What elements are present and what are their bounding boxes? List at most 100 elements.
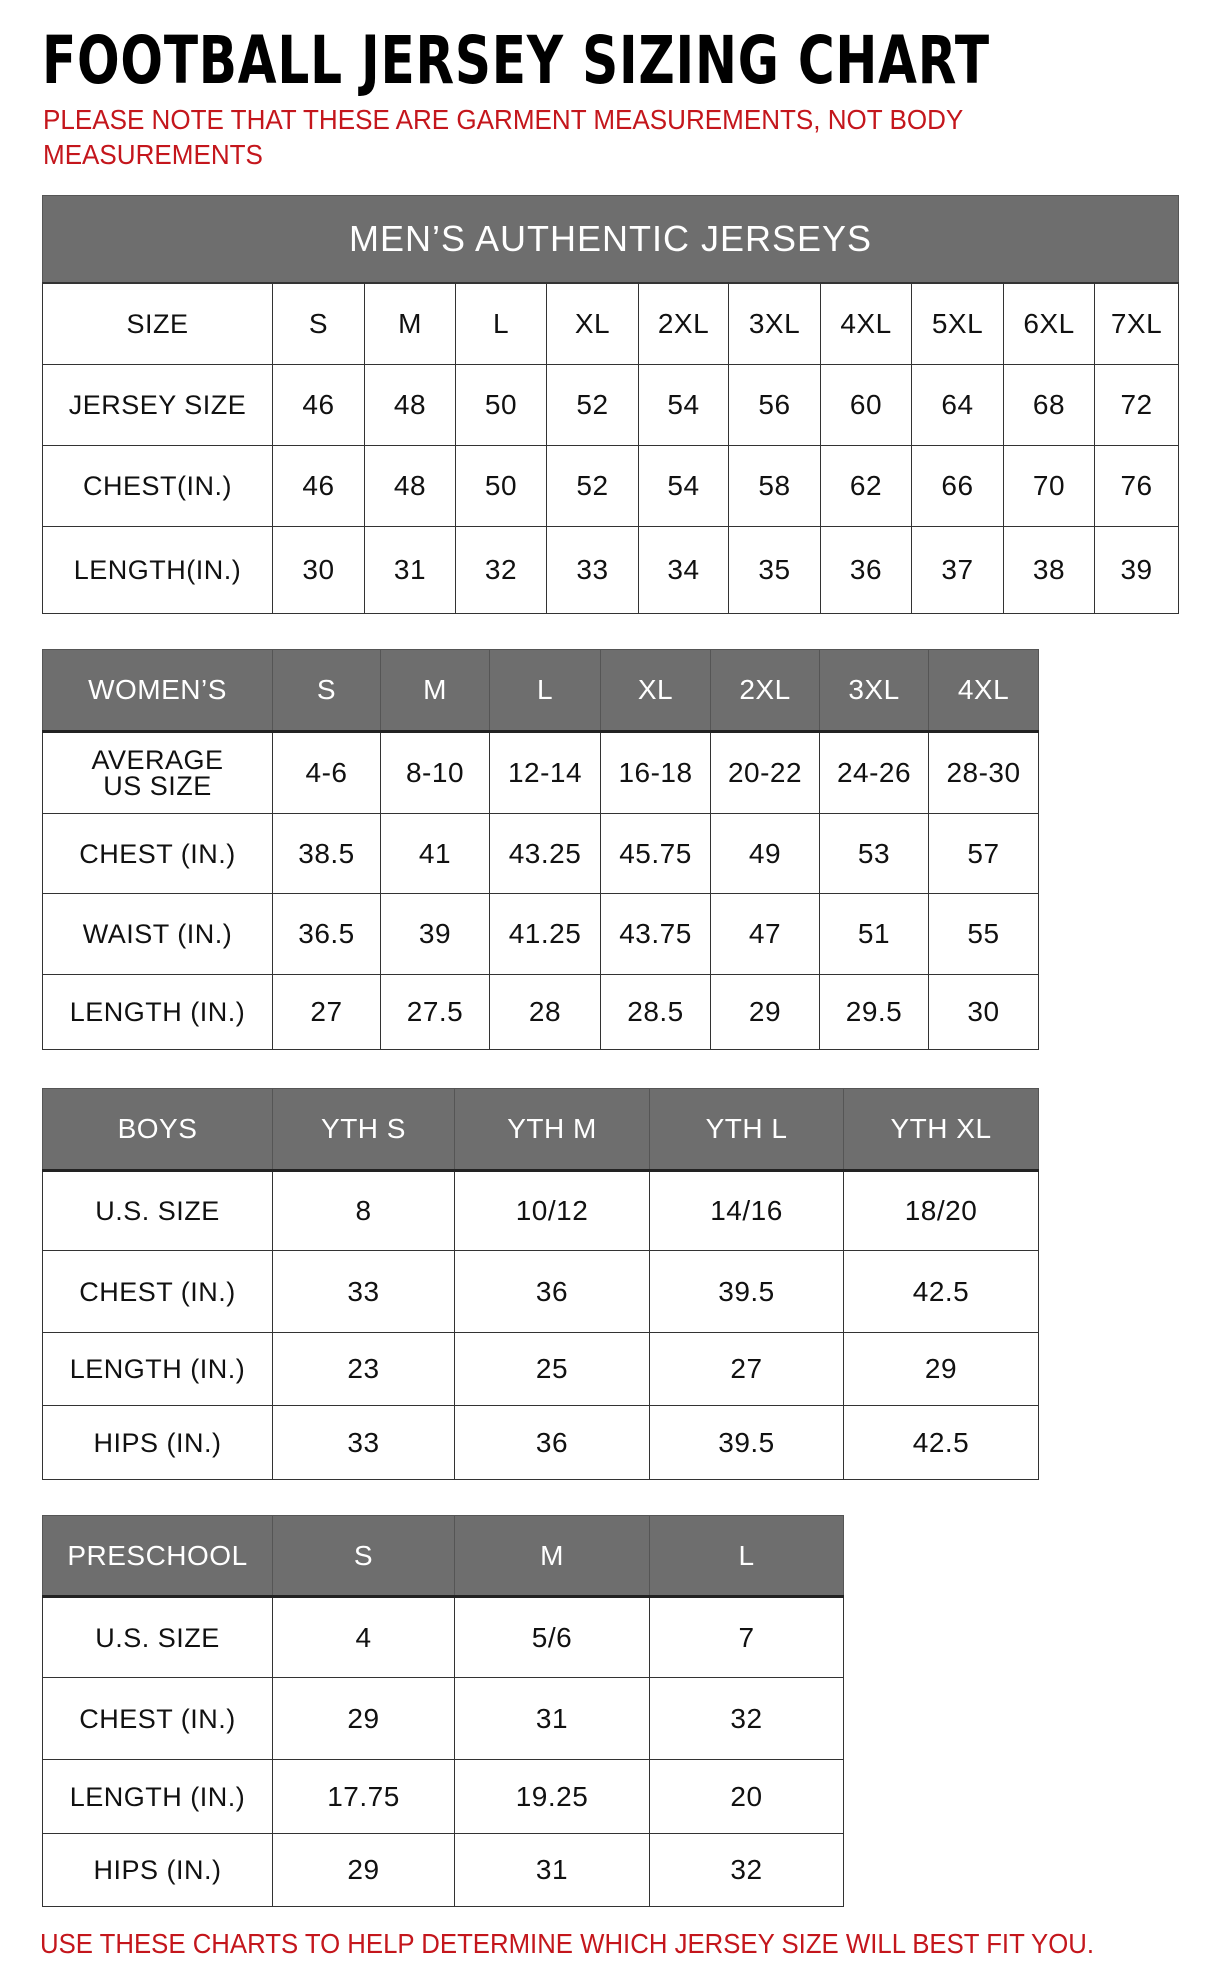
table-row: LENGTH(IN.) 30 31 32 33 34 35 36 37 38 39 [42, 526, 1180, 614]
table-cell: 41 [380, 813, 490, 894]
table-cell: 34 [638, 526, 729, 614]
table-cell: 31 [454, 1833, 650, 1907]
table-cell: 51 [819, 893, 929, 975]
row-label: LENGTH (IN.) [42, 1759, 273, 1834]
table-cell: 36 [454, 1250, 650, 1333]
table-cell: 7XL [1093, 282, 1180, 365]
table-cell: 31 [454, 1677, 650, 1760]
table-cell: 33 [546, 526, 639, 614]
table-row: CHEST (IN.) 33 36 39.5 42.5 [42, 1250, 1039, 1333]
header-row: BOYS YTH S YTH M YTH L YTH XL [42, 1088, 1039, 1172]
table-row: AVERAGE US SIZE 4-6 8-10 12-14 16-18 20-22 24-… [42, 731, 1039, 814]
table-cell: 48 [364, 364, 456, 446]
table-cell: 23 [272, 1332, 455, 1406]
row-label: CHEST (IN.) [42, 1677, 273, 1760]
table-cell: 50 [455, 364, 547, 446]
header-label: WOMEN’S [42, 649, 273, 733]
table-cell: 25 [454, 1332, 650, 1406]
table-cell: 27 [649, 1332, 844, 1406]
table-cell: 46 [272, 364, 365, 446]
table-cell: 38 [1003, 526, 1095, 614]
table-cell: 33 [272, 1405, 455, 1480]
table-cell: 35 [728, 526, 821, 614]
table-cell: M [364, 282, 456, 365]
table-cell: 4XL [820, 282, 912, 365]
row-label: CHEST(IN.) [42, 445, 273, 527]
table-cell: 20 [649, 1759, 844, 1834]
size-column-header: S [272, 649, 381, 733]
table-row: LENGTH (IN.) 23 25 27 29 [42, 1332, 1039, 1406]
footer-note: USE THESE CHARTS TO HELP DETERMINE WHICH… [40, 1928, 1095, 1959]
table-cell: 64 [911, 364, 1004, 446]
table-cell: 32 [649, 1677, 844, 1760]
table-cell: 37 [911, 526, 1004, 614]
table-cell: 20-22 [710, 731, 820, 814]
table-cell: 33 [272, 1250, 455, 1333]
table-cell: 28 [489, 974, 601, 1050]
table-cell: 29 [710, 974, 820, 1050]
row-label: CHEST (IN.) [42, 1250, 273, 1333]
table-row: CHEST(IN.) 46 48 50 52 54 58 62 66 70 76 [42, 445, 1180, 527]
table-cell: 29 [843, 1332, 1039, 1406]
table-cell: 2XL [638, 282, 729, 365]
garment-measurement-note: PLEASE NOTE THAT THESE ARE GARMENT MEASU… [43, 104, 963, 170]
row-label: CHEST (IN.) [42, 813, 273, 894]
row-label: JERSEY SIZE [42, 364, 273, 446]
table-cell: 5/6 [454, 1596, 650, 1678]
row-label: U.S. SIZE [42, 1596, 273, 1678]
table-row: LENGTH (IN.) 17.75 19.25 20 [42, 1759, 844, 1834]
row-label: HIPS (IN.) [42, 1833, 273, 1907]
row-label: WAIST (IN.) [42, 893, 273, 975]
table-cell: 66 [911, 445, 1004, 527]
row-label: LENGTH (IN.) [42, 974, 273, 1050]
table-row: JERSEY SIZE 46 48 50 52 54 56 60 64 68 72 [42, 364, 1180, 446]
table-cell: 6XL [1003, 282, 1095, 365]
table-cell: 62 [820, 445, 912, 527]
size-column-header: L [649, 1515, 844, 1598]
table-cell: 8 [272, 1170, 455, 1251]
table-cell: 39 [380, 893, 490, 975]
table-cell: 7 [649, 1596, 844, 1678]
table-cell: 54 [638, 364, 729, 446]
table-cell: 60 [820, 364, 912, 446]
table-cell: 28.5 [600, 974, 711, 1050]
table-cell: 43.25 [489, 813, 601, 894]
header-label: PRESCHOOL [42, 1515, 273, 1598]
table-cell: 29 [272, 1833, 455, 1907]
table-cell: S [272, 282, 365, 365]
table-cell: 32 [649, 1833, 844, 1907]
preschool-size-table: PRESCHOOL S M L U.S. SIZE 4 5/6 7 CHEST (IN.) 29 3… [42, 1515, 844, 1907]
table-cell: 55 [928, 893, 1039, 975]
mens-authentic-jerseys-table: MEN’S AUTHENTIC JERSEYS SIZE S M L XL 2XL 3XL 4X… [41, 195, 1180, 614]
table-cell: 8-10 [380, 731, 490, 814]
table-cell: 46 [272, 445, 365, 527]
table-cell: 28-30 [928, 731, 1039, 814]
row-label: SIZE [42, 282, 273, 365]
table-cell: 39.5 [649, 1405, 844, 1480]
table-cell: 18/20 [843, 1170, 1039, 1251]
table-cell: 31 [364, 526, 456, 614]
table-cell: 39.5 [649, 1250, 844, 1333]
size-column-header: YTH L [649, 1088, 844, 1172]
table-cell: 17.75 [272, 1759, 455, 1834]
size-column-header: XL [600, 649, 711, 733]
table-cell: 42.5 [843, 1250, 1039, 1333]
table-cell: 45.75 [600, 813, 711, 894]
womens-size-table: WOMEN’S S M L XL 2XL 3XL 4XL AVERAGE US SIZE 4-6 8… [42, 649, 1039, 1050]
table-row: SIZE S M L XL 2XL 3XL 4XL 5XL 6XL 7XL [42, 282, 1180, 365]
table-row: HIPS (IN.) 33 36 39.5 42.5 [42, 1405, 1039, 1480]
table-cell: 76 [1093, 445, 1180, 527]
table-cell: 56 [728, 364, 821, 446]
table-cell: L [455, 282, 547, 365]
table-cell: 5XL [911, 282, 1004, 365]
table-row: WAIST (IN.) 36.5 39 41.25 43.75 47 51 55 [42, 893, 1039, 975]
table-cell: 29 [272, 1677, 455, 1760]
table-cell: 53 [819, 813, 929, 894]
table-cell: 42.5 [843, 1405, 1039, 1480]
table-row: CHEST (IN.) 38.5 41 43.25 45.75 49 53 57 [42, 813, 1039, 894]
table-cell: 38.5 [272, 813, 381, 894]
header-label: BOYS [42, 1088, 273, 1172]
size-column-header: S [272, 1515, 455, 1598]
table-cell: 47 [710, 893, 820, 975]
row-label: AVERAGE US SIZE [42, 731, 273, 814]
